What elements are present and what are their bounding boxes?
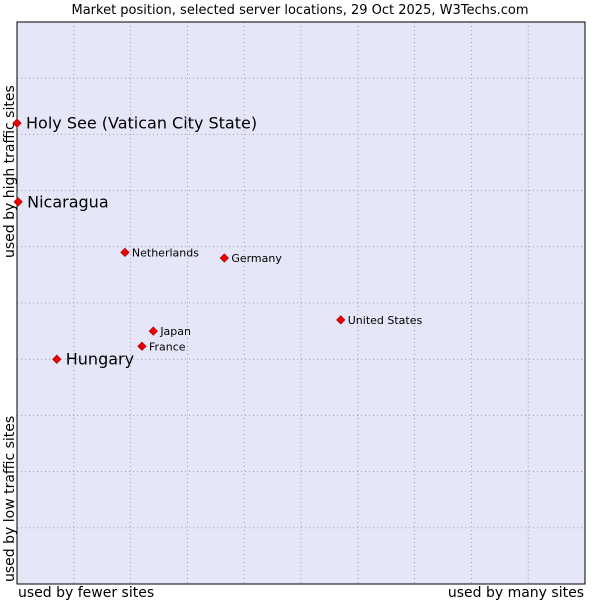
marker-netherlands [120,247,130,258]
marker-germany [219,253,229,263]
data-point-netherlands: Netherlands [120,246,199,259]
label-germany: Germany [231,252,282,265]
marker-nicaragua [13,197,23,207]
data-point-holy-see-vatican-city-state: Holy See (Vatican City State) [12,114,257,133]
data-point-france: France [137,340,186,353]
data-point-nicaragua: Nicaragua [13,192,109,211]
data-points: Holy See (Vatican City State) Nicaragua Ne… [12,114,423,369]
label-hungary: Hungary [66,350,134,369]
marker-united-states [336,315,346,325]
label-netherlands: Netherlands [132,246,199,259]
plot-border [16,21,586,585]
x-axis-label-many: used by many sites [448,585,584,600]
data-point-united-states: United States [336,314,423,327]
marker-france [137,341,147,351]
label-france: France [149,340,186,353]
grid-lines [17,22,585,584]
data-point-germany: Germany [219,252,282,265]
data-point-hungary: Hungary [52,350,134,369]
marker-hungary [52,354,62,364]
label-holy-see-vatican-city-state: Holy See (Vatican City State) [26,114,257,133]
x-axis-label-fewer: used by fewer sites [18,585,154,600]
chart-title: Market position, selected server locatio… [71,3,528,18]
label-japan: Japan [159,325,191,338]
y-axis-label-low-traffic: used by low traffic sites [2,416,18,582]
label-nicaragua: Nicaragua [27,192,109,211]
y-axis-label-high-traffic: used by high traffic sites [2,85,18,258]
marker-holy-see-vatican-city-state [12,118,22,128]
data-point-japan: Japan [148,325,191,338]
marker-japan [148,326,158,336]
label-united-states: United States [348,314,423,327]
